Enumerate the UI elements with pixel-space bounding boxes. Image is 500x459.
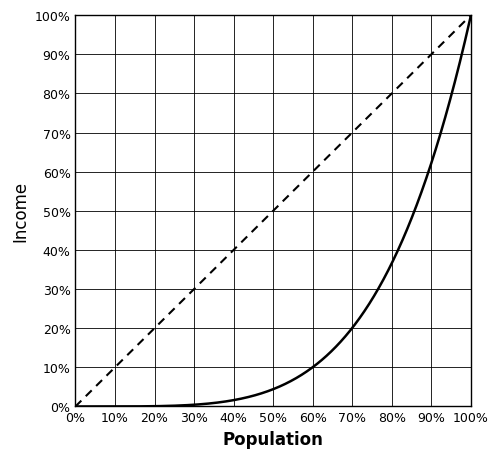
X-axis label: Population: Population — [222, 430, 324, 448]
Y-axis label: Income: Income — [11, 181, 29, 242]
